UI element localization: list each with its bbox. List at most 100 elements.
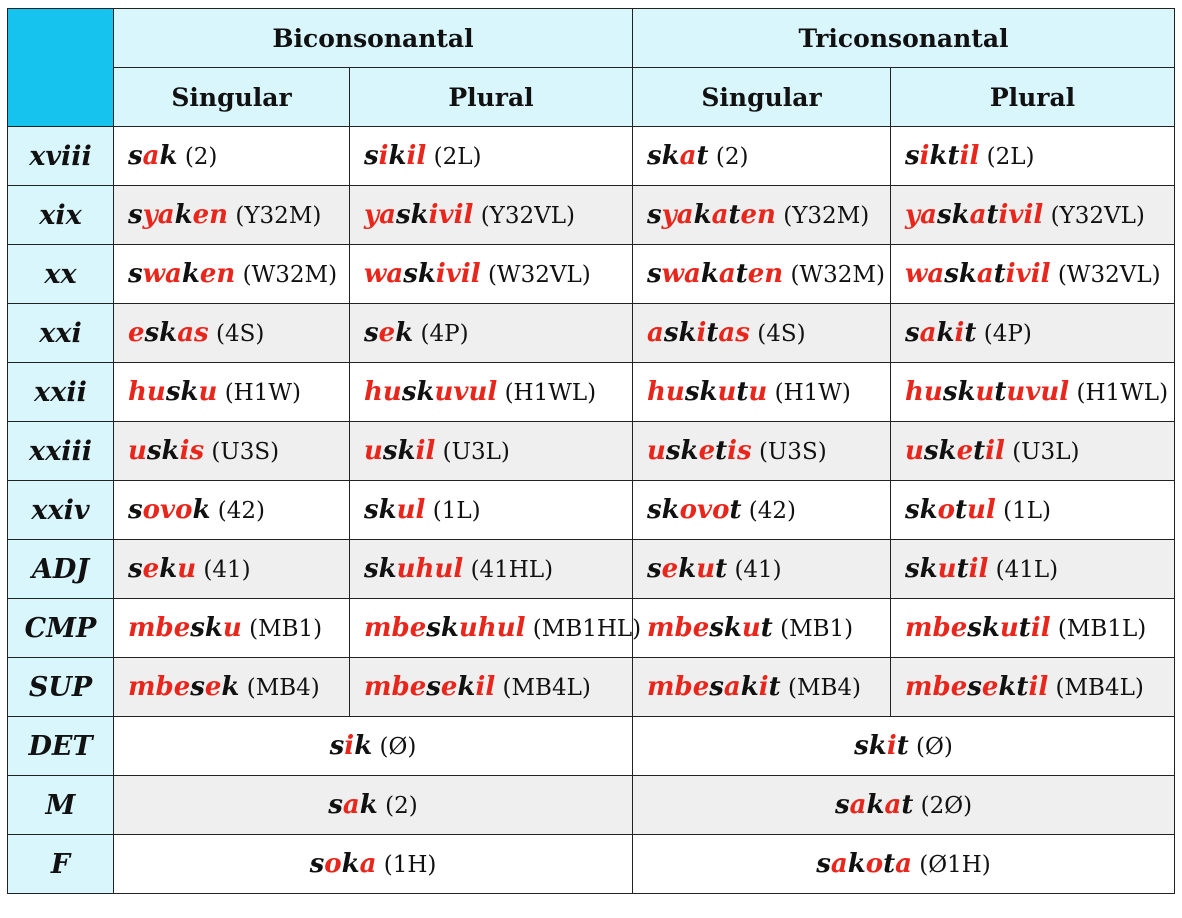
- word-form: mbeskut: [647, 613, 773, 643]
- highlighted-segment: il: [1030, 613, 1051, 643]
- form-code: (1H): [383, 852, 437, 878]
- corner-cell: [7, 8, 114, 127]
- word-form: sakat: [835, 790, 913, 820]
- form-code: (H1W): [224, 380, 301, 406]
- consonant-segment: s: [328, 790, 343, 820]
- highlighted-segment: i: [886, 731, 897, 761]
- form-code: (41HL): [470, 557, 554, 583]
- form-code: (4S): [757, 321, 806, 347]
- form-cell: husku (H1W): [113, 362, 350, 422]
- row-label: SUP: [7, 657, 114, 717]
- form-code: (Ø): [916, 734, 953, 760]
- highlighted-segment: il: [985, 436, 1005, 466]
- consonant-segment: k: [159, 554, 178, 584]
- table-row: xx swaken (W32M) waskivil (W32VL) swakaten …: [7, 244, 1176, 304]
- word-form: skotul: [905, 495, 996, 525]
- highlighted-segment: a: [976, 259, 994, 289]
- highlighted-segment: mbe: [647, 672, 710, 702]
- highlighted-segment: i: [758, 672, 769, 702]
- form-cell: usketil (U3L): [889, 421, 1176, 481]
- consonant-segment: sk: [647, 141, 680, 171]
- consonant-segment: sk: [647, 495, 680, 525]
- highlighted-segment: a: [342, 790, 360, 820]
- word-form: sakit: [905, 318, 976, 348]
- form-code: (1L): [432, 498, 481, 524]
- highlighted-segment: a: [830, 849, 848, 879]
- form-code: (MB1L): [1057, 616, 1147, 642]
- word-form: waskativil: [905, 259, 1051, 289]
- form-cell: mbesekil (MB4L): [349, 657, 633, 717]
- highlighted-segment: a: [884, 790, 902, 820]
- highlighted-segment: e: [698, 436, 716, 466]
- form-cell: mbeskuhul (MB1HL): [349, 598, 641, 658]
- highlighted-segment: a: [723, 672, 741, 702]
- consonant-segment: k: [700, 259, 719, 289]
- highlighted-segment: ivil: [428, 200, 474, 230]
- word-form: skovot: [647, 495, 741, 525]
- consonant-segment: s: [816, 849, 831, 879]
- form-code: (1L): [1003, 498, 1051, 524]
- consonant-segment: sk: [382, 436, 416, 466]
- highlighted-segment: e: [981, 672, 999, 702]
- highlighted-segment: o: [324, 849, 342, 879]
- form-code: (42): [217, 498, 265, 524]
- consonant-segment: s: [128, 554, 143, 584]
- consonant-segment: t: [736, 377, 749, 407]
- highlighted-segment: a: [718, 259, 736, 289]
- consonant-segment: t: [964, 318, 977, 348]
- form-code: (2): [184, 144, 218, 170]
- form-code: (2L): [986, 144, 1035, 170]
- consonant-segment: s: [364, 141, 379, 171]
- highlighted-segment: uhul: [458, 613, 526, 643]
- row-label: M: [7, 775, 114, 835]
- form-code: (MB4L): [502, 675, 591, 701]
- consonant-segment: s: [190, 672, 205, 702]
- form-code: (U3S): [211, 439, 280, 465]
- word-form: seku: [128, 554, 196, 584]
- form-cell: sikil (2L): [349, 126, 633, 186]
- consonant-segment: s: [709, 672, 724, 702]
- table-row: xxi eskas (4S) sek (4P) askitas (4S) sakit (…: [7, 303, 1176, 363]
- highlighted-segment: a: [679, 141, 697, 171]
- highlighted-segment: ovo: [142, 495, 193, 525]
- highlighted-segment: uvul: [434, 377, 498, 407]
- highlighted-segment: mbe: [128, 672, 191, 702]
- consonant-segment: t: [715, 436, 728, 466]
- form-code: (U3L): [442, 439, 510, 465]
- header-singular: Singular: [113, 67, 350, 127]
- consonant-segment: k: [395, 318, 414, 348]
- form-code: (Y32M): [783, 203, 870, 229]
- form-cell: huskuvul (H1WL): [349, 362, 633, 422]
- consonant-segment: t: [729, 495, 742, 525]
- consonant-segment: sk: [364, 495, 397, 525]
- form-code: (41): [734, 557, 782, 583]
- highlighted-segment: u: [748, 377, 768, 407]
- highlighted-segment: mbe: [647, 613, 710, 643]
- word-form: swakaten: [647, 259, 783, 289]
- highlighted-segment: ul: [967, 495, 996, 525]
- highlighted-segment: en: [199, 259, 236, 289]
- highlighted-segment: u: [717, 377, 737, 407]
- table-row: CMP mbesku (MB1) mbeskuhul (MB1HL) mbeskut …: [7, 598, 1176, 658]
- form-code: (H1W): [774, 380, 851, 406]
- table-row: xix syaken (Y32M) yaskivil (Y32VL) syakaten…: [7, 185, 1176, 245]
- highlighted-segment: il: [959, 141, 980, 171]
- consonant-segment: t: [696, 141, 709, 171]
- form-cell: uskil (U3L): [349, 421, 633, 481]
- form-cell: uskis (U3S): [113, 421, 350, 481]
- highlighted-segment: a: [647, 318, 664, 348]
- word-form: huskutu: [647, 377, 767, 407]
- highlighted-segment: ovo: [679, 495, 730, 525]
- row-label: xxiii: [7, 421, 114, 481]
- row-label: xxiv: [7, 480, 114, 540]
- consonant-segment: s: [647, 200, 662, 230]
- highlighted-segment: u: [128, 436, 147, 466]
- highlighted-segment: i: [378, 141, 389, 171]
- highlighted-segment: ivil: [998, 200, 1044, 230]
- word-form: skul: [364, 495, 425, 525]
- form-code: (MB1): [780, 616, 854, 642]
- consonant-segment: sk: [854, 731, 887, 761]
- consonant-segment: sk: [364, 554, 397, 584]
- form-code: (W32VL): [487, 262, 591, 288]
- highlighted-segment: i: [696, 318, 707, 348]
